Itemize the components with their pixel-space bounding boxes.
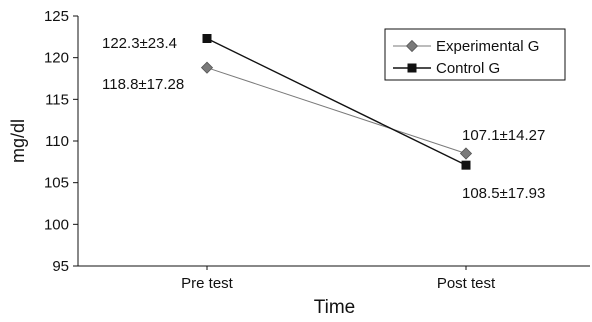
y-tick-label: 110	[45, 133, 69, 150]
legend-swatch-marker	[405, 39, 419, 53]
y-tick-label: 125	[44, 8, 69, 25]
data-point	[461, 160, 471, 170]
x-tick-label: Post test	[437, 275, 496, 292]
series-line	[206, 67, 467, 154]
data-label: 118.8±17.28	[102, 76, 184, 93]
data-label: 122.3±23.4	[102, 35, 177, 52]
x-tick-label: Pre test	[181, 275, 234, 292]
y-tick-label: 120	[44, 50, 69, 67]
y-tick-label: 105	[44, 175, 69, 192]
x-axis-label: Time	[314, 297, 356, 318]
y-axis-label: mg/dl	[8, 119, 28, 163]
y-tick-label: 95	[52, 258, 69, 275]
legend-label: Control G	[436, 60, 500, 77]
series-experimental	[200, 61, 473, 160]
legend-label: Experimental G	[436, 38, 539, 55]
data-label: 108.5±17.93	[462, 185, 545, 202]
legend: Experimental G Control G	[384, 28, 566, 81]
series-line	[206, 37, 467, 166]
axes: 95 100 105 110 115 120 125 Pre test Post test	[44, 8, 590, 292]
series-layer	[200, 34, 473, 170]
data-label: 107.1±14.27	[462, 127, 545, 144]
data-point	[202, 34, 212, 43]
data-point	[459, 147, 473, 160]
y-tick-label: 115	[45, 91, 69, 108]
legend-swatch-marker	[407, 63, 417, 73]
data-labels: 118.8±17.28 107.1±14.27 122.3±23.4 108.5±17…	[102, 35, 545, 202]
data-point	[200, 61, 214, 74]
y-tick-label: 100	[44, 216, 69, 233]
series-control	[202, 34, 471, 170]
